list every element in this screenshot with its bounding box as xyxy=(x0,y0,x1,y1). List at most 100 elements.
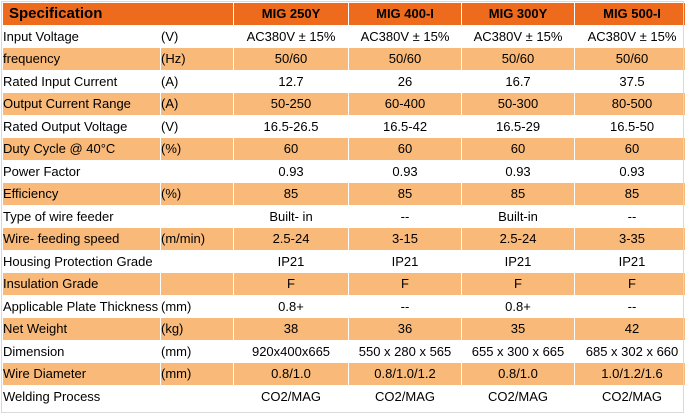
cell-value: 12.7 xyxy=(234,70,349,92)
cell-value: 36 xyxy=(349,318,462,340)
cell-value: 85 xyxy=(349,183,462,205)
cell-value: 0.8+ xyxy=(234,295,349,317)
row-unit xyxy=(161,160,234,182)
cell-value: 38 xyxy=(234,318,349,340)
cell-value: 80-500 xyxy=(575,93,685,115)
row-unit: (A) xyxy=(161,93,234,115)
cell-value: IP21 xyxy=(349,250,462,272)
cell-value: 60-400 xyxy=(349,93,462,115)
row-unit: (%) xyxy=(161,138,234,160)
cell-value: CO2/MAG xyxy=(462,385,575,407)
header-specification: Specification xyxy=(3,3,234,25)
cell-value: 35 xyxy=(462,318,575,340)
cell-value: 3-15 xyxy=(349,228,462,250)
cell-value: 50/60 xyxy=(575,48,685,70)
table-body: Input Voltage (V) AC380V ± 15% AC380V ± 15%… xyxy=(3,25,685,407)
cell-value: 0.93 xyxy=(462,160,575,182)
row-label: Net Weight xyxy=(3,318,160,340)
row-label: Power Factor xyxy=(3,160,160,182)
table-row: Dimension (mm) 920x400x665 550 x 280 x 565 6… xyxy=(3,340,685,362)
cell-value: IP21 xyxy=(462,250,575,272)
cell-value: 0.8+ xyxy=(462,295,575,317)
cell-value: 50-250 xyxy=(234,93,349,115)
cell-value: 60 xyxy=(575,138,685,160)
row-unit: (%) xyxy=(161,183,234,205)
cell-value: AC380V ± 15% xyxy=(349,25,462,47)
cell-value: 16.5-50 xyxy=(575,115,685,137)
cell-value: CO2/MAG xyxy=(234,385,349,407)
header-model-1: MIG 250Y xyxy=(234,3,349,25)
row-unit: (mm) xyxy=(161,363,234,385)
row-label: Wire Diameter xyxy=(3,363,160,385)
row-unit xyxy=(161,205,234,227)
row-unit xyxy=(161,273,234,295)
table-row: Welding Process CO2/MAG CO2/MAG CO2/MAG CO2/… xyxy=(3,385,685,407)
cell-value: 16.5-29 xyxy=(462,115,575,137)
header-model-2: MIG 400-I xyxy=(349,3,462,25)
cell-value: 85 xyxy=(575,183,685,205)
table-row: Net Weight (kg) 38 36 35 42 xyxy=(3,318,685,340)
cell-value: F xyxy=(575,273,685,295)
table-row: Power Factor 0.93 0.93 0.93 0.93 xyxy=(3,160,685,182)
cell-value: CO2/MAG xyxy=(575,385,685,407)
cell-value: 0.8/1.0 xyxy=(234,363,349,385)
cell-value: 685 x 302 x 660 xyxy=(575,340,685,362)
cell-value: 2.5-24 xyxy=(234,228,349,250)
table-row: Insulation Grade F F F F xyxy=(3,273,685,295)
cell-value: 50/60 xyxy=(462,48,575,70)
cell-value: 0.8/1.0 xyxy=(462,363,575,385)
row-label: Rated Output Voltage xyxy=(3,115,160,137)
cell-value: 26 xyxy=(349,70,462,92)
table-row: Output Current Range (A) 50-250 60-400 50-30… xyxy=(3,93,685,115)
cell-value: 60 xyxy=(462,138,575,160)
cell-value: -- xyxy=(349,295,462,317)
cell-value: F xyxy=(462,273,575,295)
table-row: Rated Input Current (A) 12.7 26 16.7 37.5 xyxy=(3,70,685,92)
table-row: Efficiency (%) 85 85 85 85 xyxy=(3,183,685,205)
cell-value: 1.0/1.2/1.6 xyxy=(575,363,685,385)
row-label: Output Current Range xyxy=(3,93,160,115)
cell-value: 655 x 300 x 665 xyxy=(462,340,575,362)
table-row: Input Voltage (V) AC380V ± 15% AC380V ± 15%… xyxy=(3,25,685,47)
row-label: Wire- feeding speed xyxy=(3,228,160,250)
row-label: Duty Cycle @ 40°C xyxy=(3,138,160,160)
table-row: Duty Cycle @ 40°C (%) 60 60 60 60 xyxy=(3,138,685,160)
specification-table: Specification MIG 250Y MIG 400-I MIG 300… xyxy=(2,2,685,408)
table-row: Rated Output Voltage (V) 16.5-26.5 16.5-42 1… xyxy=(3,115,685,137)
cell-value: 60 xyxy=(349,138,462,160)
cell-value: F xyxy=(349,273,462,295)
row-unit: (A) xyxy=(161,70,234,92)
row-label: Input Voltage xyxy=(3,25,160,47)
cell-value: CO2/MAG xyxy=(349,385,462,407)
cell-value: 0.93 xyxy=(575,160,685,182)
header-model-4: MIG 500-I xyxy=(575,3,685,25)
cell-value: -- xyxy=(575,295,685,317)
table-row: Applicable Plate Thickness (mm) 0.8+ -- 0.8+… xyxy=(3,295,685,317)
cell-value: 0.93 xyxy=(234,160,349,182)
row-label: Rated Input Current xyxy=(3,70,160,92)
cell-value: 16.5-26.5 xyxy=(234,115,349,137)
row-unit: (mm) xyxy=(161,295,234,317)
cell-value: AC380V ± 15% xyxy=(234,25,349,47)
cell-value: IP21 xyxy=(575,250,685,272)
cell-value: Built-in xyxy=(462,205,575,227)
cell-value: F xyxy=(234,273,349,295)
cell-value: 0.93 xyxy=(349,160,462,182)
table-row: Wire Diameter (mm) 0.8/1.0 0.8/1.0/1.2 0.8/1… xyxy=(3,363,685,385)
row-unit: (V) xyxy=(161,25,234,47)
row-label: Type of wire feeder xyxy=(3,205,160,227)
row-label: frequency xyxy=(3,48,160,70)
table-row: frequency (Hz) 50/60 50/60 50/60 50/60 xyxy=(3,48,685,70)
cell-value: 42 xyxy=(575,318,685,340)
row-unit: (m/min) xyxy=(161,228,234,250)
cell-value: 60 xyxy=(234,138,349,160)
cell-value: AC380V ± 15% xyxy=(575,25,685,47)
row-label: Insulation Grade xyxy=(3,273,160,295)
cell-value: 2.5-24 xyxy=(462,228,575,250)
row-label: Welding Process xyxy=(3,385,160,407)
cell-value: 3-35 xyxy=(575,228,685,250)
cell-value: IP21 xyxy=(234,250,349,272)
cell-value: Built- in xyxy=(234,205,349,227)
header-row: Specification MIG 250Y MIG 400-I MIG 300… xyxy=(3,3,685,25)
